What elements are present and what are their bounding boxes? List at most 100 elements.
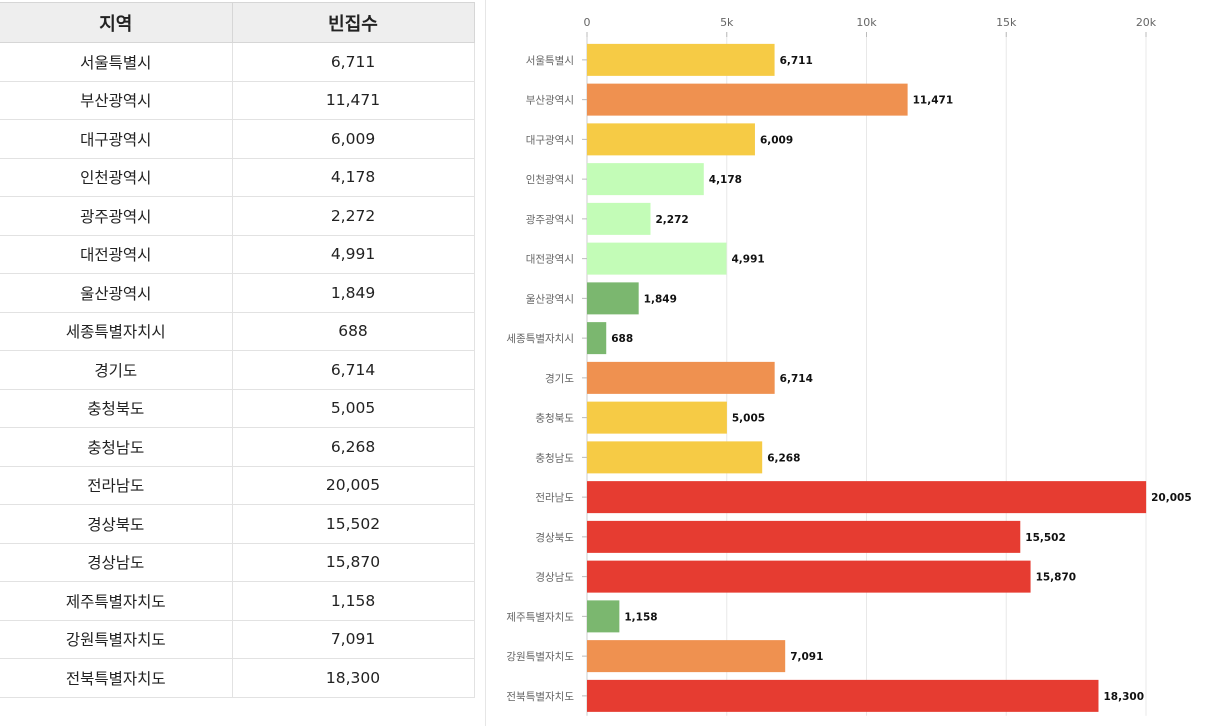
- category-label: 부산광역시: [526, 95, 574, 107]
- count-cell: 2,272: [232, 196, 475, 236]
- table-row: 충청남도 6,268: [0, 427, 475, 467]
- category-label: 경상남도: [535, 571, 574, 584]
- category-label: 강원특별자치도: [506, 651, 574, 663]
- table-row: 충청북도 5,005: [0, 389, 475, 428]
- table-row: 제주특별자치도 1,158: [0, 581, 475, 621]
- data-label: 18,300: [1103, 691, 1144, 703]
- data-label: 6,009: [760, 134, 793, 146]
- category-label: 광주광역시: [526, 214, 574, 226]
- region-cell: 인천광역시: [0, 158, 233, 197]
- bar: [587, 640, 786, 673]
- category-label: 충청북도: [535, 413, 574, 425]
- x-tick-label: 5k: [720, 16, 734, 29]
- table-row: 전북특별자치도 18,300: [0, 658, 475, 698]
- region-table: 지역 빈집수 서울특별시 6,711 부산광역시 11,471 대구광역시 6,009 인천…: [0, 2, 475, 698]
- data-label: 6,268: [767, 452, 800, 464]
- count-cell: 6,009: [232, 119, 475, 159]
- data-label: 15,502: [1025, 532, 1066, 544]
- bar: [587, 322, 607, 355]
- count-cell: 18,300: [232, 658, 475, 698]
- panel-divider: [485, 0, 486, 726]
- region-cell: 경상북도: [0, 504, 233, 544]
- table-row: 인천광역시 4,178: [0, 158, 475, 197]
- category-label: 경기도: [545, 372, 574, 385]
- category-label: 전라남도: [535, 492, 574, 504]
- data-label: 6,711: [780, 55, 813, 67]
- count-cell: 688: [232, 312, 475, 351]
- bar: [587, 679, 1099, 712]
- bar: [587, 441, 763, 474]
- header-vacant-count: 빈집수: [231, 2, 475, 43]
- data-label: 7,091: [790, 651, 823, 663]
- category-label: 대전광역시: [526, 254, 574, 266]
- count-cell: 4,991: [232, 235, 475, 274]
- region-cell: 대전광역시: [0, 235, 233, 274]
- table-row: 세종특별자치시 688: [0, 312, 475, 351]
- count-cell: 15,870: [232, 543, 475, 582]
- category-label: 제주특별자치도: [506, 611, 574, 623]
- data-label: 11,471: [913, 95, 954, 107]
- count-cell: 1,849: [232, 273, 475, 313]
- count-cell: 6,711: [232, 42, 475, 82]
- count-cell: 20,005: [232, 466, 475, 505]
- table-body: 서울특별시 6,711 부산광역시 11,471 대구광역시 6,009 인천광역시 4,17…: [0, 42, 475, 698]
- data-label: 4,178: [709, 174, 742, 186]
- region-cell: 부산광역시: [0, 81, 233, 120]
- region-cell: 서울특별시: [0, 42, 233, 82]
- count-cell: 6,714: [232, 350, 475, 390]
- table-row: 강원특별자치도 7,091: [0, 620, 475, 659]
- table-row: 서울특별시 6,711: [0, 42, 475, 82]
- category-label: 인천광역시: [526, 174, 574, 186]
- data-label: 20,005: [1151, 492, 1192, 504]
- region-cell: 전라남도: [0, 466, 233, 505]
- bar: [587, 123, 755, 156]
- bar-chart: 0 5k 10k 15k 20k 서울특별시 6,711 부산광역시 11,471 대구광역시 6,…: [506, 16, 1192, 716]
- count-cell: 4,178: [232, 158, 475, 197]
- table-row: 울산광역시 1,849: [0, 273, 475, 313]
- data-label: 6,714: [780, 373, 813, 385]
- bar: [587, 83, 908, 116]
- bar: [587, 401, 727, 434]
- count-cell: 1,158: [232, 581, 475, 621]
- bar: [587, 282, 639, 315]
- data-label: 688: [611, 333, 633, 345]
- bar: [587, 520, 1021, 553]
- region-cell: 강원특별자치도: [0, 620, 233, 659]
- data-label: 1,158: [624, 611, 657, 623]
- region-table-container: 지역 빈집수 서울특별시 6,711 부산광역시 11,471 대구광역시 6,009 인천…: [0, 2, 475, 698]
- category-label: 충청남도: [535, 452, 574, 464]
- table-row: 경상남도 15,870: [0, 543, 475, 582]
- count-cell: 5,005: [232, 389, 475, 428]
- region-cell: 경기도: [0, 350, 233, 390]
- table-row: 대구광역시 6,009: [0, 119, 475, 159]
- bar: [587, 43, 775, 76]
- region-cell: 광주광역시: [0, 196, 233, 236]
- region-cell: 세종특별자치시: [0, 312, 233, 351]
- table-row: 대전광역시 4,991: [0, 235, 475, 274]
- category-label: 경상북도: [535, 531, 574, 544]
- count-cell: 15,502: [232, 504, 475, 544]
- x-tick-label: 10k: [856, 16, 877, 29]
- bar: [587, 560, 1031, 593]
- data-label: 5,005: [732, 413, 765, 425]
- count-cell: 11,471: [232, 81, 475, 120]
- category-label: 서울특별시: [526, 55, 574, 67]
- region-cell: 울산광역시: [0, 273, 233, 313]
- count-cell: 7,091: [232, 620, 475, 659]
- region-cell: 대구광역시: [0, 119, 233, 159]
- region-cell: 충청북도: [0, 389, 233, 428]
- data-label: 15,870: [1036, 572, 1077, 584]
- x-tick-label: 15k: [996, 16, 1017, 29]
- bar: [587, 481, 1147, 514]
- table-row: 경기도 6,714: [0, 350, 475, 390]
- region-cell: 경상남도: [0, 543, 233, 582]
- bar: [587, 600, 620, 633]
- category-label: 대구광역시: [526, 134, 574, 146]
- table-header-row: 지역 빈집수: [0, 2, 475, 43]
- data-label: 2,272: [656, 214, 689, 226]
- count-cell: 6,268: [232, 427, 475, 467]
- category-label: 전북특별자치도: [506, 691, 574, 703]
- bar: [587, 163, 704, 196]
- region-cell: 전북특별자치도: [0, 658, 233, 698]
- region-cell: 충청남도: [0, 427, 233, 467]
